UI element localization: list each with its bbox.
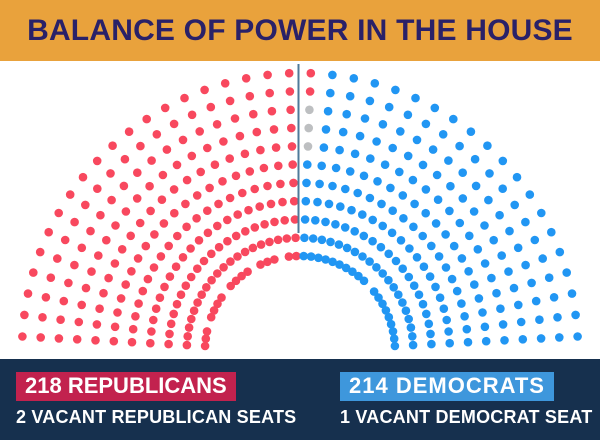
title-banner: BALANCE OF POWER IN THE HOUSE xyxy=(0,0,600,61)
republican-count-badge: 218 REPUBLICANS xyxy=(16,372,236,401)
republican-summary: 218 REPUBLICANS 2 VACANT REPUBLICAN SEAT… xyxy=(16,372,296,428)
republican-vacant-label: 2 VACANT REPUBLICAN SEATS xyxy=(16,407,297,427)
democrat-vacant-label: 1 VACANT DEMOCRAT SEAT xyxy=(340,407,593,427)
footer: 218 REPUBLICANS 2 VACANT REPUBLICAN SEAT… xyxy=(0,359,600,440)
hemicycle-chart xyxy=(0,61,600,359)
hemicycle-svg xyxy=(18,64,582,351)
democrat-summary: 214 DEMOCRATS 1 VACANT DEMOCRAT SEAT xyxy=(340,372,592,428)
democrat-count-badge: 214 DEMOCRATS xyxy=(340,372,554,401)
page-title: BALANCE OF POWER IN THE HOUSE xyxy=(27,14,573,47)
seat-dots xyxy=(18,68,582,351)
